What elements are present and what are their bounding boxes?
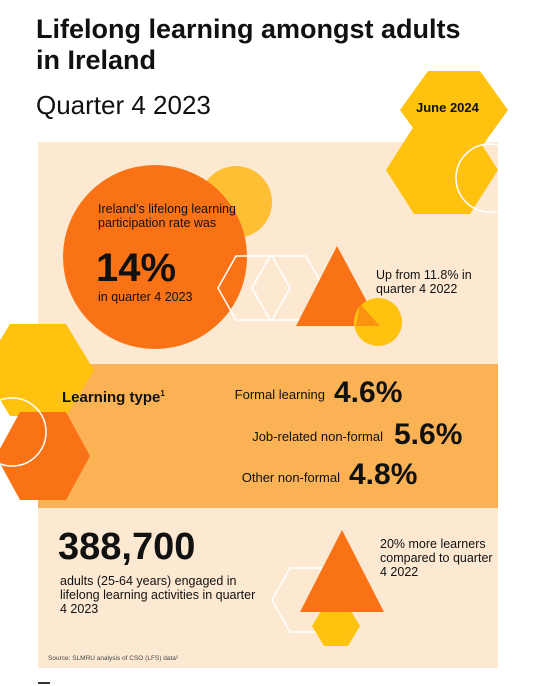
circle-decoration bbox=[354, 298, 402, 346]
job-related-label: Job-related non-formal bbox=[252, 429, 383, 444]
job-related-value: 5.6% bbox=[394, 418, 463, 451]
triangle-decoration bbox=[296, 246, 380, 326]
page-title: Lifelong learning amongst adults in Irel… bbox=[36, 14, 461, 75]
hexagon-overlap-decoration bbox=[318, 606, 354, 612]
learners-count: 388,700 bbox=[58, 526, 196, 568]
hexagon-decoration bbox=[312, 606, 360, 646]
learning-type-heading: Learning type1 bbox=[62, 389, 165, 406]
circle-outline-decoration bbox=[455, 143, 525, 213]
formal-learning-label: Formal learning bbox=[234, 387, 325, 402]
learning-type-panel bbox=[38, 364, 498, 508]
triangle-decoration bbox=[300, 530, 384, 612]
circle-outline-decoration bbox=[0, 397, 47, 467]
learners-description: adults (25-64 years) engaged in lifelong… bbox=[60, 574, 256, 616]
rate-value: 14% bbox=[96, 246, 177, 290]
other-nonformal-value: 4.8% bbox=[349, 458, 418, 491]
triangle-overlap-decoration bbox=[356, 304, 380, 326]
hexagon-outline-decoration bbox=[217, 255, 291, 321]
rate-change: Up from 11.8% in quarter 4 2022 bbox=[376, 268, 472, 296]
footer-divider bbox=[38, 682, 50, 684]
hexagon-decoration bbox=[386, 126, 498, 214]
formal-learning-value: 4.6% bbox=[334, 376, 403, 409]
learning-type-heading-text: Learning type bbox=[62, 389, 161, 406]
rate-period: in quarter 4 2023 bbox=[98, 290, 193, 304]
hexagon-decoration bbox=[0, 412, 90, 500]
other-nonformal-label: Other non-formal bbox=[241, 470, 340, 485]
source-note: Source: SLMRU analysis of CSO (LFS) data… bbox=[48, 655, 179, 662]
page-subtitle: Quarter 4 2023 bbox=[36, 90, 211, 120]
hexagon-decoration bbox=[0, 324, 94, 416]
rate-intro: Ireland's lifelong learning participatio… bbox=[98, 202, 236, 230]
circle-decoration bbox=[63, 165, 247, 349]
date-badge: June 2024 bbox=[416, 100, 479, 115]
learners-comparison: 20% more learners compared to quarter 4 … bbox=[380, 537, 493, 579]
learners-panel bbox=[38, 508, 498, 668]
footnote-marker: 1 bbox=[160, 389, 165, 398]
